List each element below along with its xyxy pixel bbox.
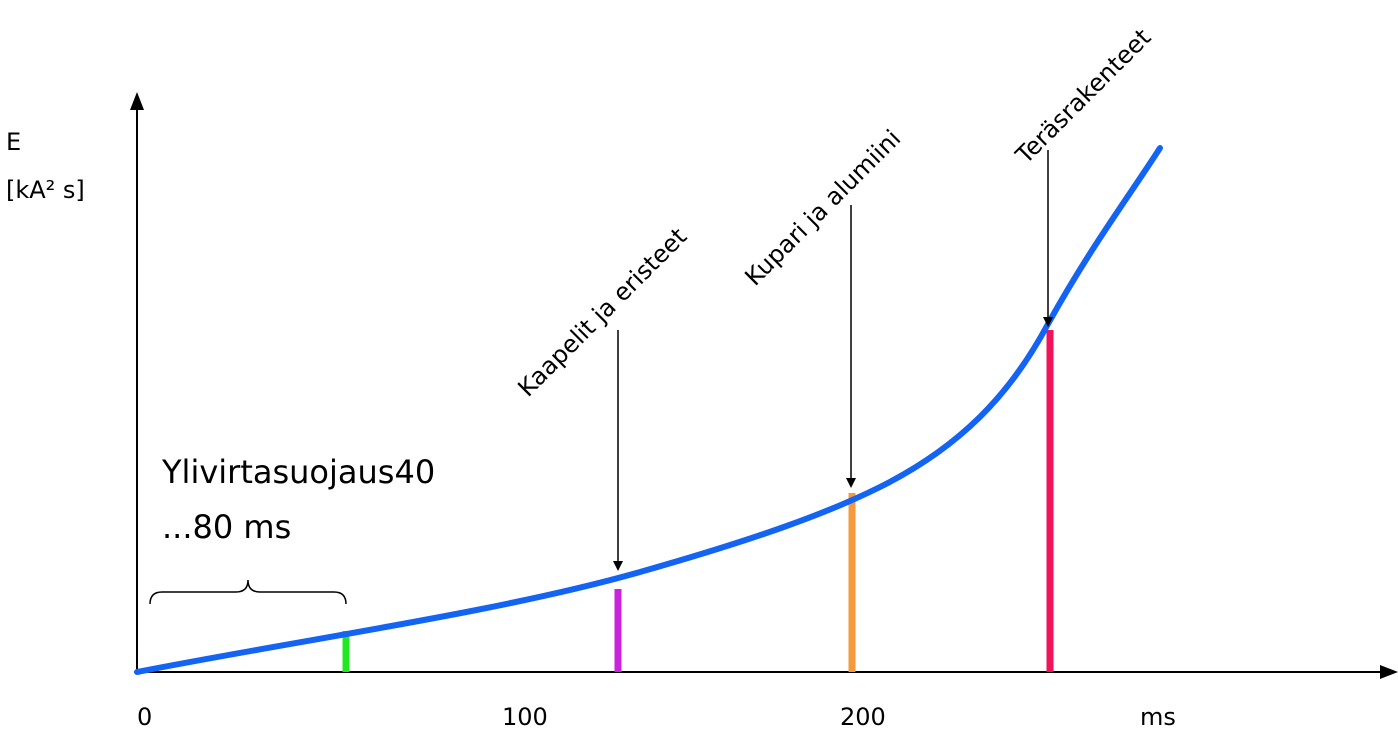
y-axis-arrow — [130, 92, 144, 110]
x-tick-label-0: 0 — [137, 703, 152, 731]
y-axis-label-line2: [kA² s] — [6, 176, 85, 204]
y-axis-label-line1: E — [6, 128, 21, 156]
x-tick-label-200: 200 — [840, 703, 886, 731]
x-axis-arrow — [1380, 665, 1398, 679]
x-axis-unit: ms — [1140, 703, 1176, 731]
overcurrent-label-line1: Ylivirtasuojaus40 — [161, 453, 435, 491]
annotation-kaapelit-ja-eristeet: Kaapelit ja eristeet — [512, 222, 692, 402]
overcurrent-label-line2: ...80 ms — [162, 508, 291, 546]
annotation-terasrakenteet: Teräsrakenteet — [1010, 23, 1157, 170]
x-tick-label-100: 100 — [502, 703, 548, 731]
annotation-kupari-ja-alumiini: Kupari ja alumiini — [739, 124, 906, 291]
overcurrent-brace — [149, 579, 347, 605]
energy-curve — [134, 145, 1163, 675]
